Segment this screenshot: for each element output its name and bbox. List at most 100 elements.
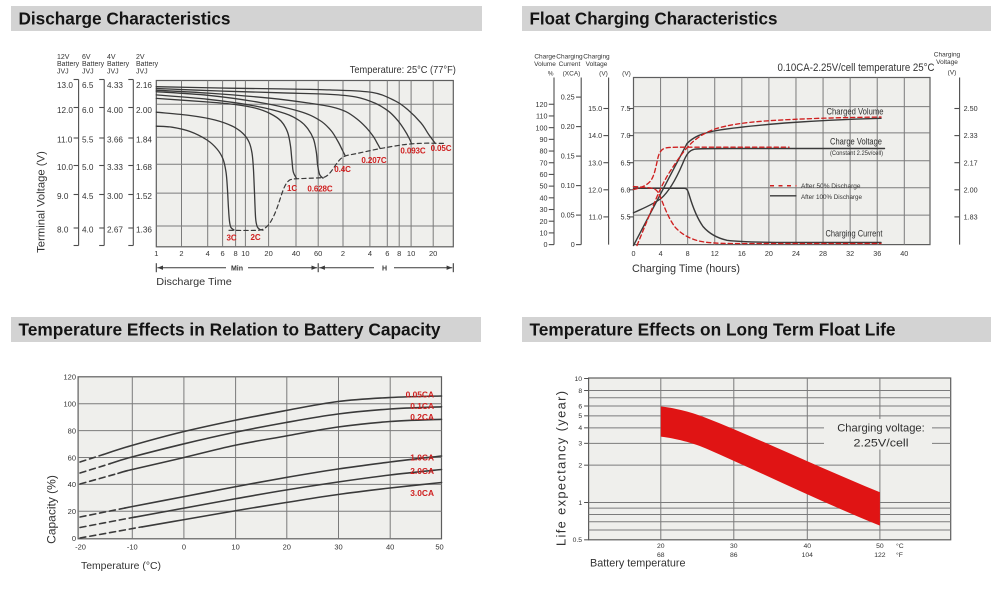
svg-text:2.00: 2.00	[964, 185, 978, 194]
svg-text:20: 20	[68, 507, 76, 516]
svg-text:0.10CA-2.25V/cell temperature: 0.10CA-2.25V/cell temperature 25°C	[778, 62, 935, 74]
svg-text:3: 3	[578, 441, 582, 448]
svg-text:°F: °F	[896, 551, 903, 559]
svg-text:110: 110	[536, 112, 547, 121]
svg-text:Capacity (%): Capacity (%)	[45, 475, 59, 544]
svg-text:4.33: 4.33	[107, 81, 123, 90]
svg-text:2V: 2V	[136, 54, 145, 61]
svg-text:40: 40	[900, 249, 908, 258]
svg-text:6.0: 6.0	[621, 185, 631, 194]
svg-text:20: 20	[429, 249, 437, 258]
svg-text:Min: Min	[231, 265, 243, 272]
svg-text:20: 20	[765, 249, 773, 258]
svg-text:Charged Volume: Charged Volume	[827, 107, 884, 118]
svg-text:Charging Time (hours): Charging Time (hours)	[632, 263, 740, 275]
svg-text:0: 0	[632, 249, 636, 258]
svg-text:0.20: 0.20	[561, 122, 575, 131]
svg-text:6V: 6V	[82, 54, 91, 61]
svg-text:40: 40	[804, 543, 812, 550]
svg-text:4.5: 4.5	[82, 192, 94, 201]
svg-text:70: 70	[540, 158, 548, 167]
svg-text:0.207C: 0.207C	[361, 156, 387, 165]
svg-text:Charging: Charging	[583, 54, 610, 61]
svg-text:-20: -20	[75, 543, 86, 552]
svg-text:40: 40	[386, 543, 394, 552]
svg-text:2.50: 2.50	[964, 104, 978, 113]
svg-text:4.00: 4.00	[107, 106, 123, 115]
svg-text:4: 4	[368, 249, 372, 258]
svg-text:30: 30	[334, 543, 342, 552]
svg-text:0.2CA: 0.2CA	[410, 412, 434, 422]
svg-text:Temperature Effects on Long Te: Temperature Effects on Long Term Float L…	[530, 320, 896, 340]
svg-text:9.0: 9.0	[57, 192, 69, 201]
svg-text:1.83: 1.83	[964, 213, 978, 222]
svg-text:13.0: 13.0	[588, 158, 602, 167]
svg-text:3C: 3C	[226, 233, 236, 242]
svg-text:1: 1	[578, 500, 582, 507]
svg-text:10.0: 10.0	[57, 163, 73, 172]
svg-text:Discharge Time: Discharge Time	[156, 276, 232, 288]
svg-text:2C: 2C	[250, 233, 260, 242]
svg-text:Temperature (°C): Temperature (°C)	[81, 560, 161, 572]
svg-text:JVJ: JVJ	[107, 69, 119, 76]
svg-text:60: 60	[540, 170, 548, 179]
svg-text:3.33: 3.33	[107, 163, 123, 172]
svg-text:2.0CA: 2.0CA	[410, 466, 434, 476]
svg-text:1: 1	[154, 249, 158, 258]
svg-text:0: 0	[544, 240, 548, 249]
svg-text:90: 90	[540, 135, 548, 144]
svg-text:%: %	[548, 70, 554, 77]
svg-text:7.5: 7.5	[621, 104, 631, 113]
svg-text:20: 20	[540, 217, 548, 226]
svg-text:Temperature: 25°C (77°F): Temperature: 25°C (77°F)	[350, 64, 456, 76]
svg-text:4: 4	[578, 425, 582, 432]
svg-text:5.5: 5.5	[82, 136, 94, 145]
svg-text:Terminal Voltage (V): Terminal Voltage (V)	[36, 151, 48, 253]
svg-text:100: 100	[536, 123, 548, 132]
svg-text:8: 8	[686, 249, 690, 258]
svg-text:H: H	[382, 265, 387, 272]
svg-text:10: 10	[540, 229, 548, 238]
svg-text:-10: -10	[127, 543, 138, 552]
svg-text:0: 0	[182, 543, 186, 552]
svg-text:10: 10	[575, 376, 583, 383]
svg-text:Current: Current	[559, 61, 581, 68]
svg-text:5: 5	[578, 413, 582, 420]
svg-text:0.5: 0.5	[573, 537, 583, 544]
svg-text:0.05C: 0.05C	[431, 144, 452, 153]
svg-text:6: 6	[578, 403, 582, 410]
svg-text:(V): (V)	[948, 70, 957, 77]
svg-text:68: 68	[657, 552, 665, 559]
svg-text:4.0: 4.0	[82, 226, 94, 235]
svg-text:(V): (V)	[599, 70, 608, 77]
svg-text:Battery: Battery	[136, 61, 159, 68]
svg-text:10: 10	[231, 543, 239, 552]
svg-text:6.0: 6.0	[82, 106, 94, 115]
svg-text:40: 40	[68, 480, 76, 489]
svg-text:4: 4	[206, 249, 210, 258]
svg-text:Float Charging Characteristics: Float Charging Characteristics	[530, 9, 778, 29]
svg-text:12.0: 12.0	[57, 106, 73, 115]
svg-text:100: 100	[63, 399, 76, 408]
svg-text:3.66: 3.66	[107, 136, 123, 145]
svg-text:(Constant 2.25v/cell): (Constant 2.25v/cell)	[830, 150, 883, 157]
svg-text:20: 20	[657, 543, 665, 550]
svg-text:2: 2	[341, 249, 345, 258]
svg-text:JVJ: JVJ	[82, 69, 94, 76]
svg-text:0.10: 0.10	[561, 181, 575, 190]
svg-text:30: 30	[540, 205, 548, 214]
svg-text:8: 8	[234, 249, 238, 258]
svg-text:2.16: 2.16	[136, 81, 152, 90]
svg-text:Battery: Battery	[107, 61, 130, 68]
svg-text:Voltage: Voltage	[586, 61, 608, 68]
svg-text:2.00: 2.00	[136, 106, 152, 115]
svg-text:0.05: 0.05	[561, 211, 575, 220]
svg-text:13.0: 13.0	[57, 81, 73, 90]
svg-text:12V: 12V	[57, 54, 70, 61]
svg-text:0.05CA: 0.05CA	[406, 389, 434, 399]
svg-text:3.0CA: 3.0CA	[410, 488, 434, 498]
svg-text:1C: 1C	[287, 184, 297, 193]
svg-text:(XCA): (XCA)	[563, 70, 581, 77]
svg-text:2: 2	[179, 249, 183, 258]
svg-text:1.52: 1.52	[136, 192, 152, 201]
